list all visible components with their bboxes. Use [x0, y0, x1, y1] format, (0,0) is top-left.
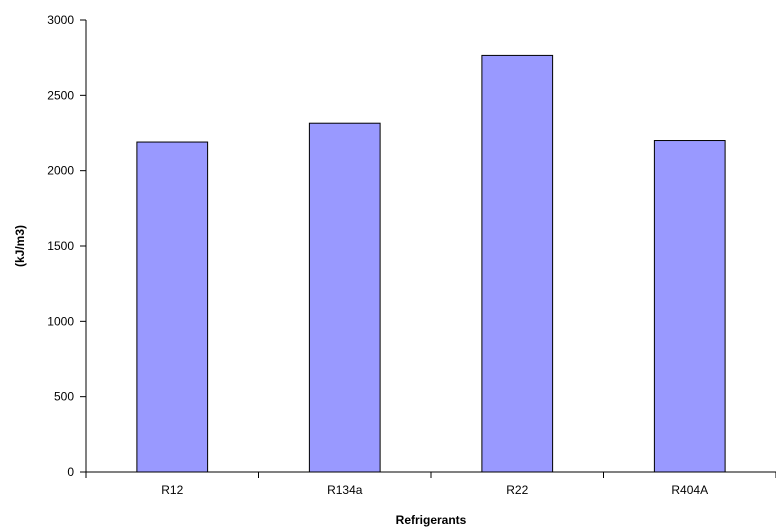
y-tick-label: 2500 [47, 88, 74, 102]
y-tick-label: 3000 [47, 13, 74, 27]
x-tick-label: R12 [161, 483, 183, 497]
y-tick-label: 0 [67, 465, 74, 479]
y-tick-label: 1500 [47, 239, 74, 253]
bar-r12 [136, 141, 209, 473]
bar-r22 [481, 54, 554, 473]
bars [136, 54, 726, 473]
x-tick-label: R22 [506, 483, 528, 497]
x-tick-label: R404A [671, 483, 708, 497]
y-tick-label: 500 [54, 390, 74, 404]
bar-r134a [308, 122, 381, 473]
x-tick-label: R134a [327, 483, 363, 497]
y-tick-label: 1000 [47, 314, 74, 328]
y-axis-title: (kJ/m3) [13, 225, 27, 267]
bar-r404a [653, 140, 726, 473]
y-tick-label: 2000 [47, 164, 74, 178]
x-axis-ticks: R12 R134a R22 R404A [85, 472, 776, 497]
y-axis-ticks: 0 500 1000 1500 2000 2500 3000 [47, 13, 86, 479]
x-axis-title: Refrigerants [396, 513, 467, 527]
